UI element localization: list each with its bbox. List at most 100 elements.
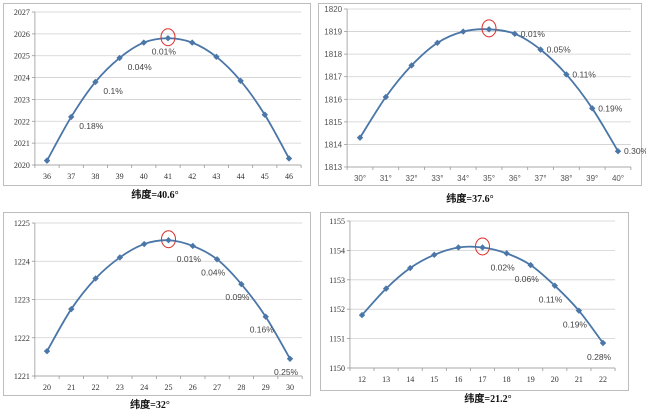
- y-tick-label: 1155: [329, 217, 345, 226]
- data-label: 0.19%: [598, 103, 623, 113]
- x-tick-label: 25: [165, 383, 173, 392]
- highlight-circle: [481, 19, 497, 38]
- data-point: [563, 71, 570, 78]
- x-tick-label: 44: [237, 172, 245, 181]
- data-point: [189, 39, 196, 46]
- y-tick-label: 2024: [14, 74, 30, 83]
- x-tick-label: 18: [503, 375, 511, 384]
- y-tick-label: 2020: [14, 161, 30, 170]
- data-point: [503, 250, 510, 257]
- chart-title: 纬度=40.6°: [131, 188, 178, 201]
- data-point: [164, 35, 172, 42]
- x-tick-label: 34°: [457, 174, 469, 183]
- x-tick-label: 26: [189, 383, 197, 392]
- x-tick-label: 43: [212, 172, 220, 181]
- x-tick-label: 17: [479, 375, 487, 384]
- data-label: 0.30%: [624, 146, 646, 156]
- data-point: [455, 244, 462, 251]
- chart-title: 纬度=32°: [130, 398, 170, 411]
- chart-title: 纬度=21.2°: [464, 392, 511, 405]
- data-label: 0.06%: [515, 274, 540, 284]
- data-label: 0.04%: [128, 62, 153, 72]
- x-tick-label: 23: [116, 383, 124, 392]
- x-tick-label: 35°: [483, 174, 495, 183]
- data-point: [537, 46, 544, 53]
- data-point: [358, 311, 366, 319]
- x-tick-label: 19: [527, 375, 535, 384]
- y-tick-label: 1814: [324, 140, 342, 149]
- x-tick-label: 27: [213, 383, 221, 392]
- data-point: [68, 113, 75, 121]
- data-label: 0.01%: [177, 254, 202, 264]
- x-tick-label: 28: [237, 383, 245, 392]
- x-tick-label: 37: [67, 172, 75, 181]
- data-point: [575, 307, 583, 314]
- x-tick-label: 31°: [380, 174, 392, 183]
- chart-3: 1221 1222 1223 1224 1225 20 21 22 23 24 25 26 27 28 29…: [3, 212, 311, 411]
- data-point: [511, 30, 518, 38]
- x-tick-label: 41: [164, 172, 172, 181]
- x-tick-label: 45: [261, 172, 269, 181]
- y-tick-label: 1816: [324, 95, 342, 104]
- data-point: [485, 26, 493, 33]
- x-tick-label: 38°: [560, 174, 572, 183]
- y-tick-label: 1820: [324, 5, 342, 14]
- data-point: [407, 264, 414, 272]
- x-tick-label: 21: [575, 375, 583, 384]
- data-point: [141, 240, 148, 248]
- y-tick-label: 2021: [14, 139, 30, 148]
- data-point: [261, 111, 268, 118]
- highlight-circle: [475, 237, 490, 256]
- data-point: [614, 148, 622, 155]
- x-tick-label: 40°: [612, 174, 624, 183]
- data-point: [165, 237, 172, 244]
- y-tick-label: 1818: [324, 50, 342, 59]
- data-point: [408, 62, 415, 69]
- data-point: [189, 242, 196, 250]
- data-point: [285, 155, 293, 162]
- y-tick-label: 1223: [14, 296, 30, 305]
- x-tick-label: 40: [140, 172, 148, 181]
- x-tick-label: 39°: [586, 174, 598, 183]
- data-point: [460, 28, 467, 35]
- x-tick-label: 42: [188, 172, 196, 181]
- y-tick-label: 1150: [329, 364, 345, 373]
- x-tick-label: 29: [262, 383, 270, 392]
- x-tick-label: 16: [454, 375, 462, 384]
- highlight-circle: [161, 230, 176, 249]
- y-tick-label: 1152: [329, 305, 345, 314]
- y-tick-label: 2027: [14, 8, 30, 17]
- data-point: [551, 282, 558, 289]
- data-point: [238, 281, 245, 288]
- y-tick-label: 1815: [324, 118, 342, 127]
- x-tick-label: 30°: [354, 174, 366, 183]
- chart-panel: [3, 3, 311, 186]
- x-tick-label: 30: [286, 383, 294, 392]
- chart-panel: [320, 212, 629, 391]
- data-label: 0.11%: [572, 69, 596, 79]
- data-point: [286, 355, 294, 362]
- data-label: 0.01%: [152, 47, 177, 57]
- data-point: [140, 39, 147, 46]
- chart-1: 2020 2021 2022 2023 2024 2025 2026 2027 36 37 38 39…: [3, 3, 311, 201]
- data-label: 0.25%: [274, 367, 299, 377]
- x-tick-label: 20: [43, 383, 51, 392]
- data-point: [434, 39, 441, 47]
- data-point: [43, 157, 51, 164]
- data-label: 0.18%: [79, 121, 104, 131]
- data-point: [116, 254, 124, 261]
- y-tick-label: 1817: [324, 73, 342, 82]
- data-label: 0.02%: [491, 262, 516, 272]
- data-point: [431, 251, 438, 259]
- data-point: [213, 256, 221, 263]
- data-point: [213, 53, 220, 61]
- data-point: [116, 54, 123, 62]
- chart-panel: [318, 3, 642, 186]
- data-point: [262, 313, 269, 320]
- x-tick-label: 12: [358, 375, 366, 384]
- data-label: 0.04%: [201, 267, 226, 277]
- data-point: [68, 305, 75, 313]
- y-tick-label: 1813: [324, 163, 342, 172]
- data-point: [92, 275, 99, 282]
